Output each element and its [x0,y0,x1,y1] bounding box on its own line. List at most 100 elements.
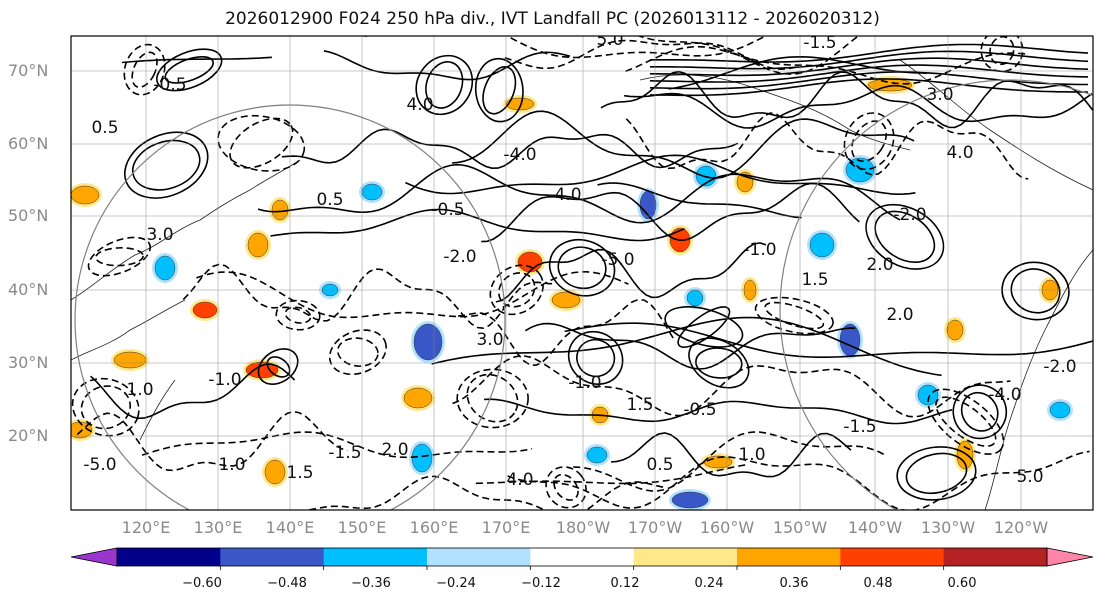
shading-blob [411,443,433,473]
colorbar-label: −0.24 [436,576,476,591]
shading-layer [71,76,1073,510]
contour-ring [257,348,299,385]
contour-line [323,50,571,81]
colorbar-segment [220,548,325,566]
map-title: 2026012900 F024 250 hPa div., IVT Landfa… [225,9,880,29]
contour-ring [275,299,321,331]
colorbar-segment [530,548,635,566]
coastline-america [899,59,1093,510]
contour-ring [489,264,544,316]
colorbar-segment [117,548,221,566]
contour-label: -1.5 [803,33,836,53]
shading-blob [1049,401,1071,419]
contour-label: 2.0 [886,305,913,325]
shading-blob [264,459,286,485]
contour-ring [548,238,616,297]
shading-blob [917,384,939,406]
contour-label: 1.5 [286,463,313,483]
contour-ring [843,112,895,171]
contour-ring [164,55,214,84]
colorbar-segment [427,548,531,566]
contour-ring [935,396,997,447]
contour-line [475,464,747,485]
shading-blob [956,440,974,470]
contour-label: -4.0 [503,145,536,165]
contour-label: -0.5 [683,400,716,420]
contour-line [650,57,1089,77]
colorbar-label: −0.48 [267,576,307,591]
contour-label: 3.0 [926,85,953,105]
contour-line [364,36,768,59]
lat-label-30n: 30°N [8,353,49,372]
contour-line [452,110,915,179]
contour-ring [482,66,517,115]
contour-ring [677,306,731,348]
contour-ring [576,338,616,378]
contour-ring [664,306,744,348]
contour-ring [328,329,387,376]
lon-label-180w: 180°W [555,518,611,537]
contour-label: -4.0 [548,185,581,205]
contour-ring [156,48,223,92]
shading-blob [809,232,835,258]
colorbar-label: 0.12 [610,576,640,591]
contour-label: 0.5 [646,455,673,475]
contour-ring [456,368,529,429]
lon-label-120w: 120°W [993,518,1049,537]
shading-blob [247,232,269,258]
shading-blob [517,251,543,273]
contour-line [624,84,1093,129]
contour-label: -4.0 [988,385,1021,405]
shading-blob [113,351,147,369]
contour-line [484,398,953,425]
contour-line [182,263,556,330]
contour-label: -2.0 [443,247,476,267]
contour-line [649,78,1088,97]
contour-line [649,64,1089,83]
colorbar-label: 0.36 [779,576,809,591]
contour-ring [851,120,888,163]
contour-ring [989,36,1015,66]
contour-label: -1.5 [843,417,876,437]
contour-ring [960,391,999,432]
contour-label: 0.5 [316,190,343,210]
contour-line [668,55,927,90]
contour-line [76,410,348,472]
contour-label: -1.0 [743,240,776,260]
contour-line [636,36,860,75]
contour-line [625,112,1029,180]
shading-blob [71,185,100,205]
contour-label: -5.0 [83,455,116,475]
contour-label: -1.5 [328,443,361,463]
contour-line [649,71,1088,90]
colorbar-label: 0.24 [694,576,724,591]
contour-ring [557,246,607,290]
contour-ring [284,306,312,324]
colorbar-extend-low [70,547,118,567]
contour-ring [865,203,945,270]
contour-ring [87,236,152,277]
colorbar-segment [943,548,1048,566]
colorbar-segment [737,548,841,566]
colorbar-label: −0.12 [521,576,561,591]
contour-ring [425,61,464,109]
lon-label-170w: 170°W [627,518,683,537]
contour-ring [764,301,825,330]
contour-ring [336,337,379,367]
contour-ring [132,139,201,191]
colorbar-extend-high [1046,547,1094,567]
contour-ring [952,384,1008,440]
contour-line [507,450,1090,510]
shading-blob [361,183,383,201]
lat-label-70n: 70°N [8,61,49,80]
contour-line [573,431,886,492]
shading-blob [192,301,218,319]
lon-label-130w: 130°W [920,518,976,537]
colorbar-segment [633,548,738,566]
lon-label-160w: 160°W [699,518,755,537]
contour-ring [95,247,144,267]
contour-ring [567,330,624,385]
contour-ring [123,131,209,199]
colorbar-label: 0.60 [947,576,977,591]
